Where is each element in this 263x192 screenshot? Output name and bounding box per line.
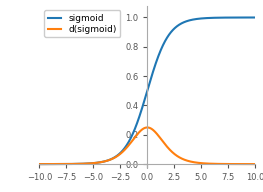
- d(sigmoid): [38, 163, 41, 165]
- sigmoid: [254, 16, 257, 19]
- d(sigmoid): [254, 163, 257, 165]
- Line: d(sigmoid): d(sigmoid): [39, 127, 255, 164]
- d(sigmoid): [125, 146, 128, 149]
- sigmoid: [38, 163, 41, 165]
- d(sigmoid): [146, 126, 149, 129]
- d(sigmoid): [210, 163, 213, 165]
- sigmoid: [206, 17, 209, 19]
- d(sigmoid): [206, 162, 209, 165]
- d(sigmoid): [186, 160, 189, 162]
- d(sigmoid): [133, 137, 136, 139]
- sigmoid: [186, 20, 189, 22]
- Line: sigmoid: sigmoid: [39, 17, 255, 164]
- sigmoid: [133, 129, 136, 131]
- sigmoid: [210, 17, 213, 19]
- Legend: sigmoid, d(sigmoid): sigmoid, d(sigmoid): [44, 10, 120, 37]
- sigmoid: [60, 163, 63, 165]
- d(sigmoid): [60, 163, 63, 165]
- sigmoid: [125, 144, 128, 146]
